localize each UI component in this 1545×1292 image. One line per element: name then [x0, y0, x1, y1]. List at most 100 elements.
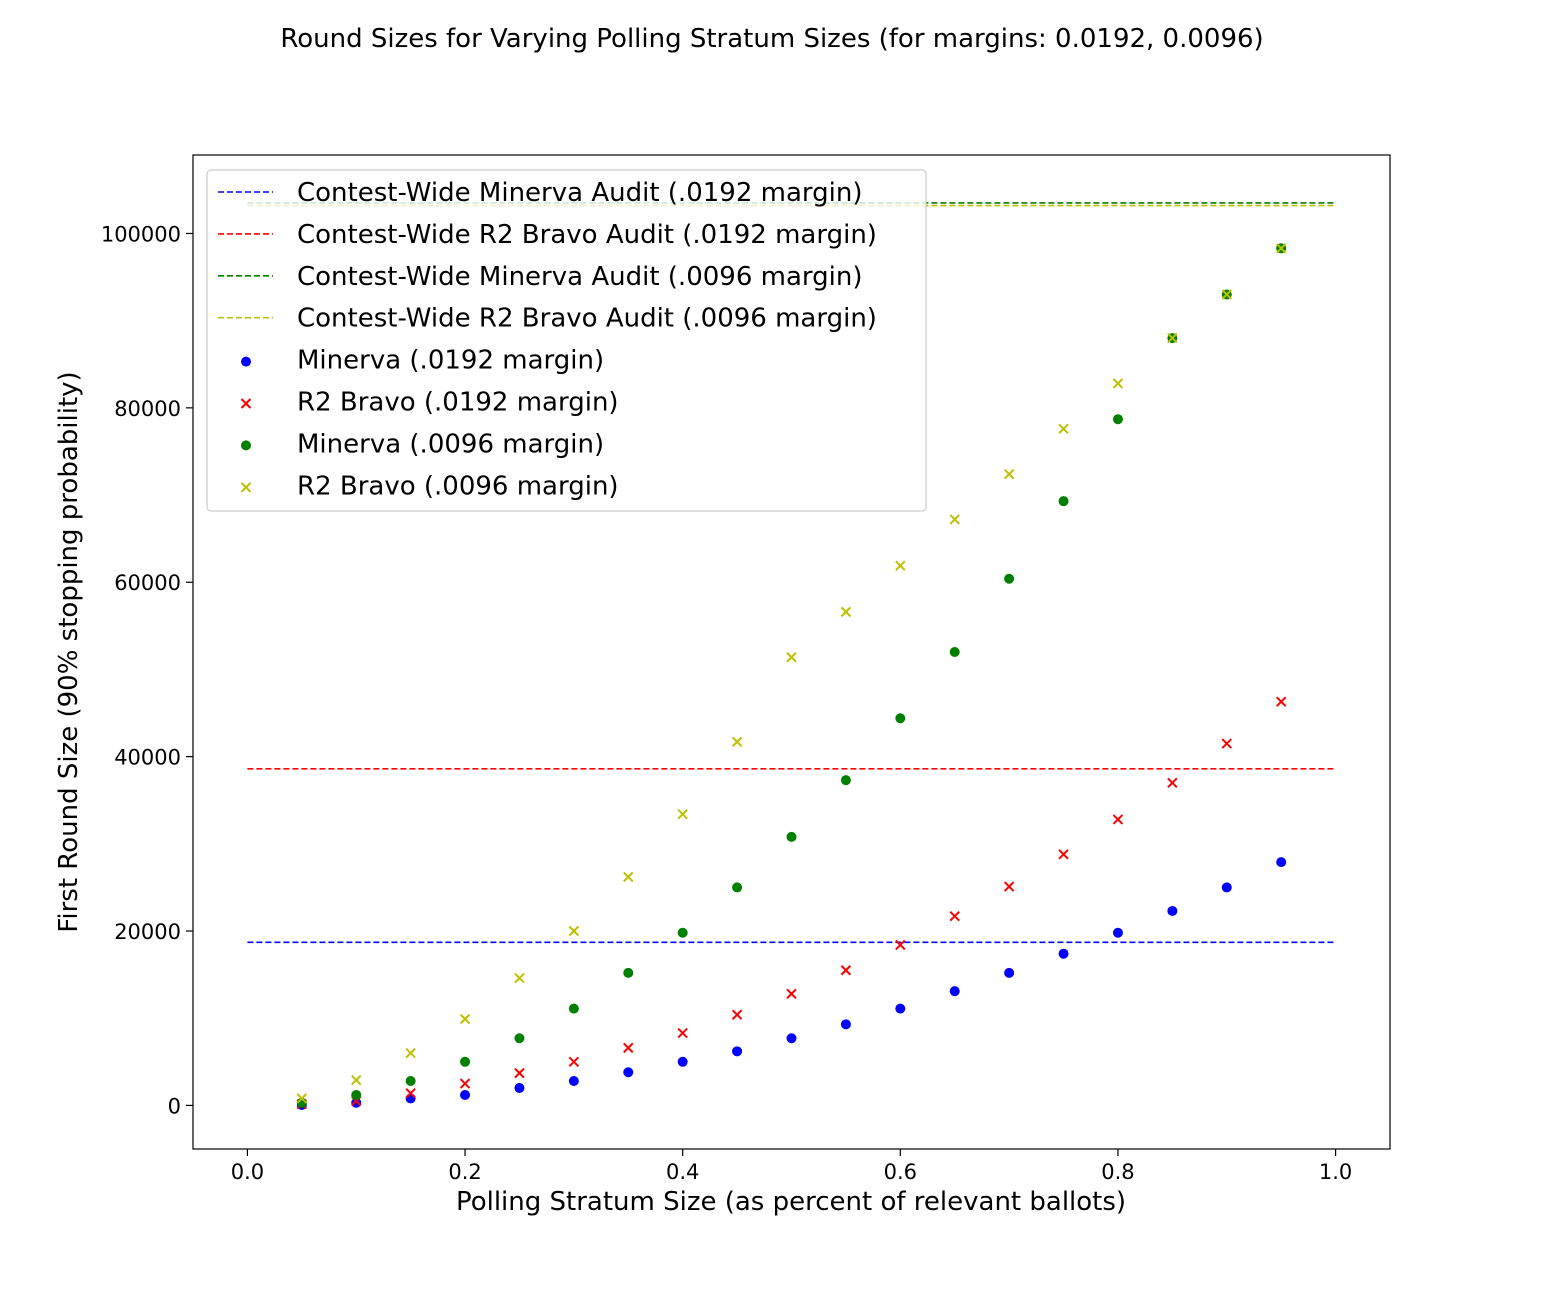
x-tick-label: 1.0 [1319, 1160, 1352, 1184]
point-s1-4 [514, 1067, 525, 1079]
point-s2-7 [677, 927, 688, 938]
point-s1-15 [1112, 814, 1124, 825]
legend-entry-7: R2 Bravo (.0096 margin) [240, 471, 619, 501]
legend-label: R2 Bravo (.0192 margin) [297, 388, 619, 418]
x-tick-label: 0.8 [1101, 1160, 1134, 1184]
plot-frame [192, 154, 1391, 1150]
legend-swatch [240, 482, 252, 493]
legend-label: Minerva (.0096 margin) [297, 429, 604, 459]
point-s2-1 [351, 1089, 362, 1100]
point-s2-9 [786, 831, 797, 842]
point-s0-6 [623, 1067, 634, 1078]
point-s0-15 [1112, 927, 1123, 938]
point-s2-4 [514, 1033, 525, 1044]
point-s0-10 [840, 1019, 851, 1030]
legend-entry-6: Minerva (.0096 margin) [241, 429, 604, 459]
point-s1-7 [677, 1027, 688, 1039]
y-tick-label: 40000 [114, 746, 181, 770]
series-3 [296, 243, 1287, 1104]
point-s3-12 [949, 514, 960, 525]
point-s2-8 [732, 882, 743, 893]
chart-title: Round Sizes for Varying Polling Stratum … [280, 24, 1263, 54]
point-s2-10 [840, 775, 851, 786]
point-s2-5 [568, 1003, 579, 1014]
legend-swatch [241, 356, 251, 367]
x-tick-label: 0.0 [231, 1160, 264, 1184]
legend-label: Contest-Wide R2 Bravo Audit (.0192 margi… [297, 220, 877, 250]
point-s0-8 [732, 1046, 743, 1057]
point-s3-15 [1112, 378, 1124, 389]
point-s0-18 [1276, 857, 1287, 868]
y-tick-label: 80000 [114, 397, 181, 421]
point-s0-12 [949, 986, 960, 997]
point-s0-13 [1004, 967, 1015, 978]
point-s0-2 [405, 1093, 416, 1104]
point-s3-9 [786, 652, 797, 663]
point-s3-3 [459, 1013, 471, 1025]
point-s3-0 [296, 1093, 308, 1104]
legend-swatch [241, 440, 251, 451]
point-s0-1 [351, 1097, 362, 1108]
point-s3-14 [1058, 423, 1069, 434]
point-s3-10 [840, 606, 852, 618]
point-s3-2 [405, 1047, 416, 1059]
point-s1-14 [1058, 849, 1069, 860]
point-s3-17 [1221, 289, 1232, 300]
y-tick-label: 60000 [114, 571, 181, 595]
legend: Contest-Wide Minerva Audit (.0192 margin… [206, 169, 927, 512]
legend-label: Minerva (.0192 margin) [297, 346, 604, 376]
x-tick-label: 0.4 [666, 1160, 699, 1184]
point-s0-11 [895, 1003, 906, 1014]
point-s3-8 [731, 736, 743, 748]
point-s2-11 [895, 713, 906, 724]
point-s0-16 [1167, 905, 1178, 916]
point-s3-16 [1167, 332, 1178, 344]
x-axis: 0.0 0.2 0.4 0.6 0.8 1.0 [231, 1149, 1352, 1184]
point-s2-2 [405, 1075, 416, 1086]
point-s3-11 [895, 560, 906, 571]
point-s0-7 [677, 1056, 688, 1067]
point-s1-2 [405, 1087, 416, 1099]
y-tick-label: 100000 [101, 222, 181, 246]
point-s3-4 [514, 972, 525, 984]
point-s3-7 [677, 808, 688, 820]
point-s3-5 [568, 925, 580, 937]
y-tick-label: 20000 [114, 920, 181, 944]
point-s0-14 [1058, 948, 1069, 959]
y-axis: 0 20000 40000 60000 80000 100000 [101, 222, 193, 1118]
legend-swatch [240, 398, 252, 409]
point-s0-9 [786, 1033, 797, 1044]
point-s2-12 [949, 647, 960, 657]
point-s2-13 [1004, 573, 1015, 584]
point-s0-4 [514, 1082, 525, 1093]
y-tick-label: 0 [168, 1094, 181, 1118]
legend-entry-0: Contest-Wide Minerva Audit (.0192 margin… [218, 178, 862, 208]
point-s1-8 [731, 1009, 743, 1020]
point-s2-15 [1112, 414, 1123, 425]
point-s1-18 [1275, 696, 1287, 707]
point-s1-16 [1167, 777, 1178, 788]
point-s3-18 [1275, 243, 1287, 254]
point-s2-14 [1058, 496, 1069, 507]
y-axis-label: First Round Size (90% stopping probabili… [54, 371, 84, 932]
legend-entry-1: Contest-Wide R2 Bravo Audit (.0192 margi… [218, 220, 877, 250]
legend-label: Contest-Wide Minerva Audit (.0096 margin… [297, 262, 862, 292]
point-s1-11 [895, 939, 906, 951]
legend-entry-3: Contest-Wide R2 Bravo Audit (.0096 margi… [218, 304, 877, 334]
x-tick-label: 0.2 [448, 1160, 481, 1184]
point-s1-9 [786, 988, 797, 1000]
point-s1-5 [568, 1056, 580, 1068]
point-s3-6 [623, 871, 634, 883]
point-s1-13 [1003, 881, 1015, 892]
legend-label: Contest-Wide Minerva Audit (.0192 margin… [297, 178, 862, 208]
point-s0-17 [1221, 882, 1232, 893]
point-s1-17 [1221, 738, 1232, 749]
x-axis-label: Polling Stratum Size (as percent of rele… [456, 1187, 1126, 1217]
point-s1-12 [949, 910, 960, 922]
legend-entry-2: Contest-Wide Minerva Audit (.0096 margin… [218, 262, 862, 292]
point-s3-13 [1003, 468, 1015, 480]
legend-entry-4: Minerva (.0192 margin) [241, 346, 604, 376]
point-s3-1 [351, 1074, 362, 1086]
point-s2-3 [460, 1056, 471, 1067]
